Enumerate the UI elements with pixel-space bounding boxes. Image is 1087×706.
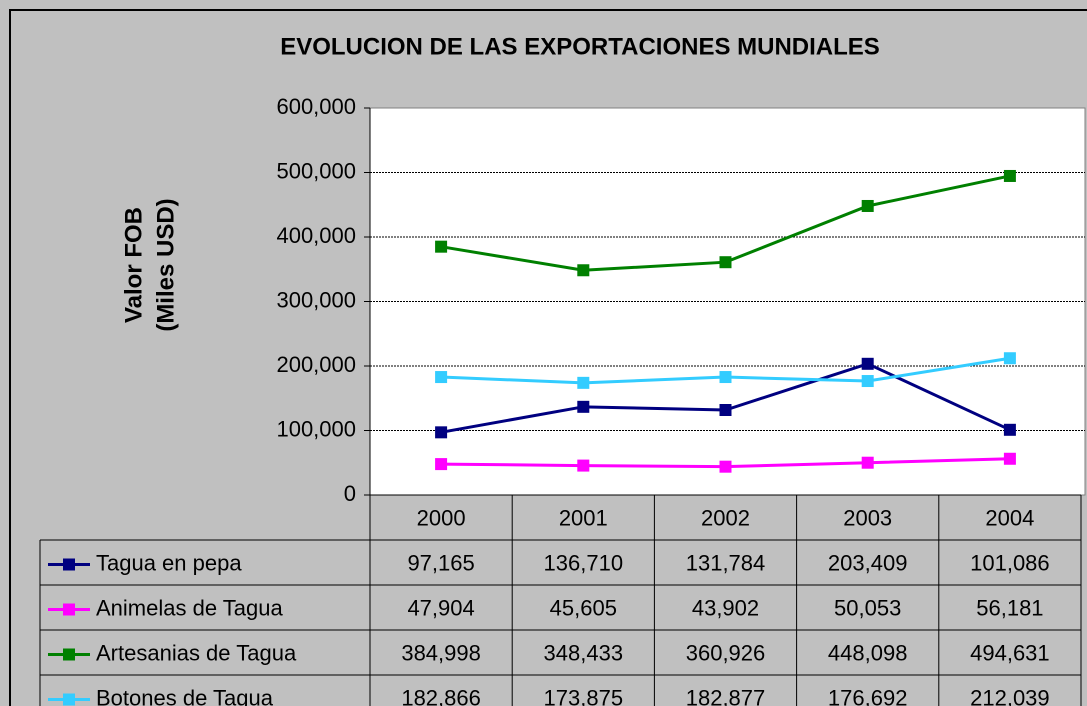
marker <box>719 403 732 416</box>
marker <box>435 371 448 384</box>
marker <box>1003 423 1016 436</box>
marker <box>1003 169 1016 182</box>
y-tick-label: 500,000 <box>276 158 356 183</box>
data-table-value: 182,877 <box>686 685 766 706</box>
legend-marker <box>63 603 75 616</box>
marker <box>719 460 732 473</box>
y-axis-label: Valor FOB <box>120 207 147 323</box>
data-table-value: 136,710 <box>544 550 624 575</box>
data-table-value: 348,433 <box>544 640 624 665</box>
y-tick-label: 600,000 <box>276 94 356 119</box>
data-table-value: 176,692 <box>828 685 908 706</box>
marker <box>719 256 732 269</box>
x-tick-label: 2002 <box>701 505 750 530</box>
data-table-value: 384,998 <box>401 640 481 665</box>
data-table-value: 97,165 <box>407 550 474 575</box>
y-tick-label: 0 <box>344 481 356 506</box>
marker <box>861 456 874 469</box>
data-table-value: 45,605 <box>550 595 617 620</box>
marker <box>435 458 448 471</box>
legend-marker <box>63 693 75 706</box>
data-table-value: 173,875 <box>544 685 624 706</box>
legend-marker <box>63 558 75 571</box>
data-table-value: 494,631 <box>970 640 1050 665</box>
marker <box>861 199 874 212</box>
marker <box>719 371 732 384</box>
legend-marker <box>63 648 75 661</box>
legend-label: Animelas de Tagua <box>96 595 283 620</box>
marker <box>577 459 590 472</box>
data-table-value: 56,181 <box>976 595 1043 620</box>
marker <box>861 357 874 370</box>
data-table-value: 360,926 <box>686 640 766 665</box>
data-table-value: 448,098 <box>828 640 908 665</box>
x-tick-label: 2000 <box>417 505 466 530</box>
y-tick-label: 300,000 <box>276 287 356 312</box>
marker <box>577 264 590 277</box>
x-tick-label: 2003 <box>843 505 892 530</box>
data-table-value: 212,039 <box>970 685 1050 706</box>
data-table-value: 182,866 <box>401 685 481 706</box>
x-tick-label: 2001 <box>559 505 608 530</box>
data-table-value: 101,086 <box>970 550 1050 575</box>
y-tick-label: 100,000 <box>276 416 356 441</box>
data-table-value: 43,902 <box>692 595 759 620</box>
legend-label: Botones de Tagua <box>96 685 274 706</box>
data-table-value: 203,409 <box>828 550 908 575</box>
marker <box>435 240 448 253</box>
data-table-value: 131,784 <box>686 550 766 575</box>
marker <box>1003 352 1016 365</box>
y-axis-label: (Miles USD) <box>152 198 179 331</box>
x-tick-label: 2004 <box>985 505 1034 530</box>
chart-title: EVOLUCION DE LAS EXPORTACIONES MUNDIALES <box>280 33 880 60</box>
marker <box>861 375 874 388</box>
y-tick-label: 200,000 <box>276 352 356 377</box>
marker <box>577 376 590 389</box>
marker <box>577 400 590 413</box>
data-table-value: 50,053 <box>834 595 901 620</box>
y-tick-label: 400,000 <box>276 223 356 248</box>
legend-label: Artesanias de Tagua <box>96 640 297 665</box>
marker <box>435 426 448 439</box>
marker <box>1003 452 1016 465</box>
legend-label: Tagua en pepa <box>96 550 242 575</box>
data-table-value: 47,904 <box>407 595 474 620</box>
